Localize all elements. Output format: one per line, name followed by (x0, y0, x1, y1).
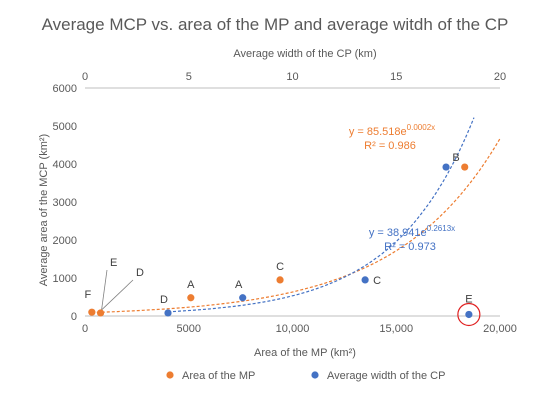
axes: 0 5000 10,000 15,000 20,000 0 5 10 15 20 0 1000 2000… (53, 71, 517, 335)
x-top-tick-label: 20 (494, 71, 506, 83)
point-label: B (452, 152, 459, 164)
x-bottom-tick-label: 10,000 (276, 323, 310, 335)
trendline-equations: y = 85.518e0.0002x R² = 0.986 y = 38.941e0… (349, 123, 455, 253)
legend-marker (311, 371, 319, 379)
trendline-equation: y = 38.941e0.2613x (369, 224, 455, 239)
trendline-equation: y = 85.518e0.0002x (349, 123, 435, 138)
cp-point (465, 310, 473, 319)
y-tick-label: 4000 (53, 159, 77, 171)
y-tick-label: 5000 (53, 121, 77, 133)
highlight-ring (457, 302, 481, 327)
y-tick-label: 3000 (53, 197, 77, 209)
y-tick-label: 6000 (53, 83, 77, 95)
x-top-tick-label: 5 (186, 71, 192, 83)
cp-point (239, 294, 247, 302)
callout-label: D (136, 267, 144, 279)
point-label: A (235, 279, 243, 291)
x-top-axis-title: Average width of the CP (km) (233, 48, 376, 60)
callout-line (101, 279, 134, 311)
mp-point (96, 309, 105, 317)
mp-point (276, 276, 284, 284)
mp-point (461, 163, 469, 171)
x-bottom-tick-label: 20,000 (483, 323, 517, 335)
trendline-r2: R² = 0.986 (364, 140, 416, 152)
callout-label: E (110, 257, 117, 269)
trendlines (91, 117, 501, 314)
x-bottom-axis-title: Area of the MP (km²) (254, 347, 356, 359)
trendline-r2: R² = 0.973 (384, 241, 436, 253)
legend-marker (166, 371, 174, 379)
cp-point (361, 276, 369, 284)
y-tick-label: 0 (71, 311, 77, 323)
cp-point (442, 163, 450, 171)
x-bottom-tick-label: 5000 (177, 323, 201, 335)
y-axis-title: Average area of the MCP (km²) (38, 134, 50, 286)
mp-point (187, 294, 195, 302)
legend-label: Average width of the CP (327, 370, 445, 382)
callouts: ED (101, 257, 144, 311)
chart-title: Average MCP vs. area of the MP and avera… (42, 15, 509, 34)
legend: Area of the MP Average width of the CP (166, 370, 445, 382)
legend-label: Area of the MP (182, 370, 255, 382)
callout-line (101, 269, 108, 311)
point-label: D (160, 294, 168, 306)
point-label: C (373, 275, 381, 287)
cp-point (164, 309, 172, 317)
point-label: E (465, 293, 472, 305)
point-label: F (84, 289, 91, 301)
data-points: F A C D A C B E (84, 152, 481, 327)
point-label: C (276, 261, 284, 273)
x-top-tick-label: 0 (82, 71, 88, 83)
x-top-tick-label: 10 (286, 71, 298, 83)
trendline-mp (91, 138, 501, 314)
y-tick-label: 2000 (53, 235, 77, 247)
mp-point (88, 308, 96, 316)
x-bottom-tick-label: 15,000 (379, 323, 413, 335)
x-bottom-tick-label: 0 (82, 323, 88, 335)
point-label: A (187, 279, 195, 291)
y-tick-label: 1000 (53, 273, 77, 285)
trendline-cp (167, 117, 475, 313)
x-top-tick-label: 15 (390, 71, 402, 83)
